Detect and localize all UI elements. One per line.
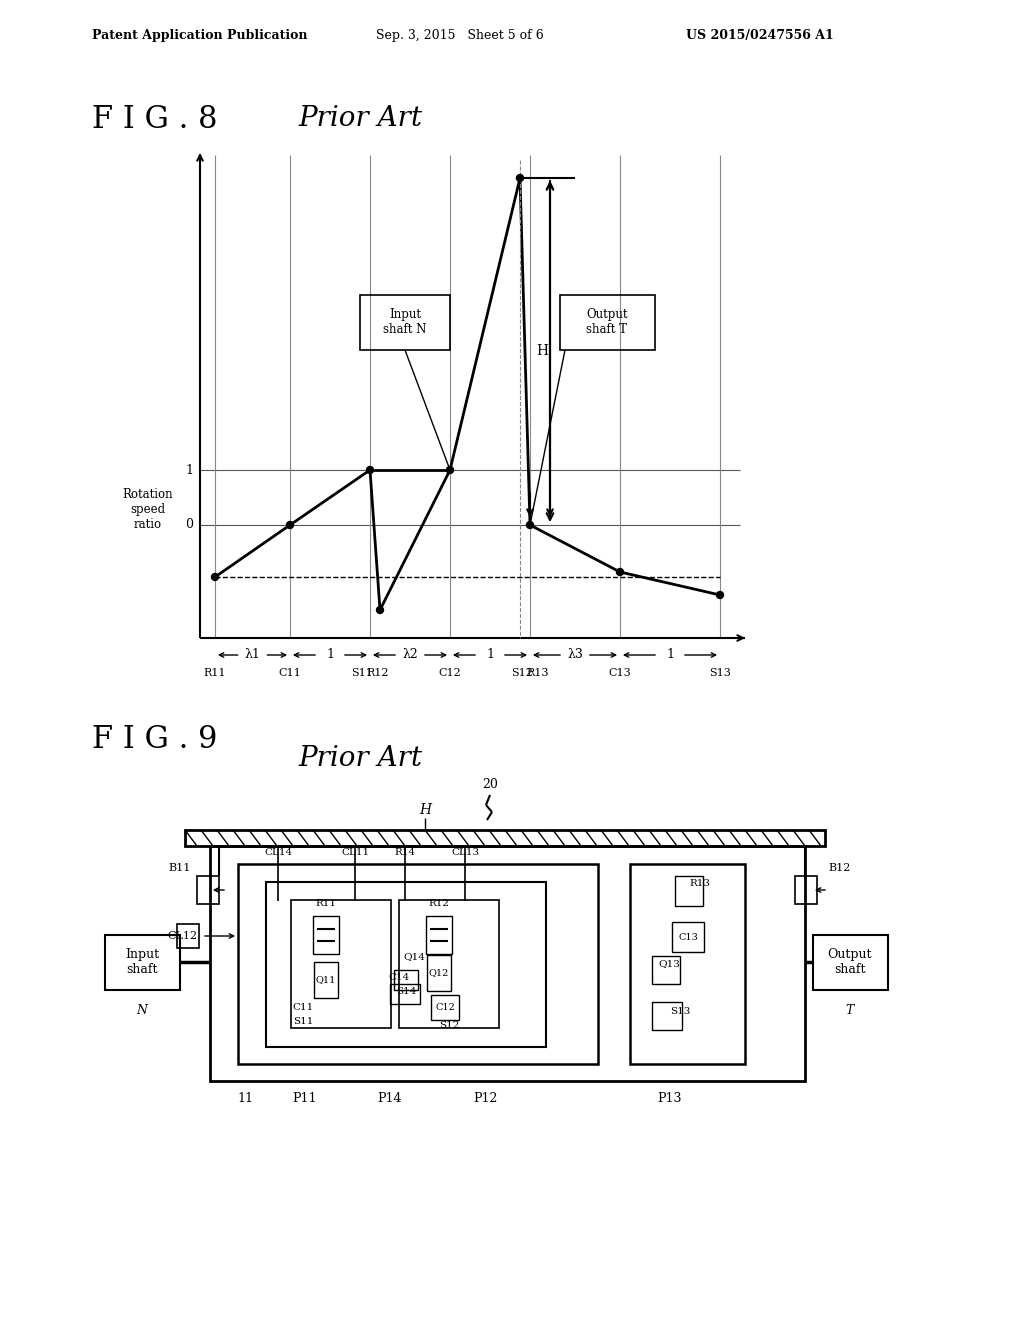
Text: 1: 1 <box>486 648 494 661</box>
Text: P14: P14 <box>378 1093 402 1106</box>
Circle shape <box>212 573 218 581</box>
Text: S13: S13 <box>709 668 731 678</box>
Bar <box>177 924 199 948</box>
Text: CL11: CL11 <box>341 847 369 857</box>
Text: R12: R12 <box>367 668 389 678</box>
Circle shape <box>367 466 374 474</box>
Circle shape <box>616 569 624 576</box>
Text: C14: C14 <box>388 973 410 982</box>
Text: C11: C11 <box>279 668 301 678</box>
Text: T: T <box>846 1003 854 1016</box>
Text: C13: C13 <box>678 932 698 941</box>
Text: Patent Application Publication: Patent Application Publication <box>92 29 308 41</box>
Bar <box>210 846 805 1081</box>
Bar <box>672 921 705 952</box>
Circle shape <box>717 591 724 598</box>
Bar <box>238 865 598 1064</box>
Text: B12: B12 <box>828 863 851 873</box>
Text: S11: S11 <box>293 1018 313 1027</box>
Bar <box>394 970 418 990</box>
Text: Q12: Q12 <box>429 969 450 978</box>
Bar <box>291 900 391 1028</box>
Text: Rotation
speed
ratio: Rotation speed ratio <box>123 488 173 532</box>
Text: Q13: Q13 <box>658 960 680 969</box>
Text: P13: P13 <box>657 1093 682 1106</box>
Bar <box>795 876 817 904</box>
Text: 20: 20 <box>482 779 498 792</box>
Bar <box>105 935 180 990</box>
Text: C12: C12 <box>438 668 462 678</box>
Bar <box>360 294 450 350</box>
Bar <box>266 882 546 1047</box>
Text: H: H <box>419 803 431 817</box>
Text: C11: C11 <box>293 1003 313 1012</box>
Text: λ2: λ2 <box>402 648 418 661</box>
Text: F I G . 9: F I G . 9 <box>92 725 218 755</box>
Text: S13: S13 <box>670 1007 690 1016</box>
Text: Input
shaft: Input shaft <box>125 948 159 975</box>
Circle shape <box>287 521 294 528</box>
Text: R12: R12 <box>428 899 450 908</box>
Circle shape <box>526 521 534 528</box>
Text: 0: 0 <box>185 519 193 532</box>
Bar <box>560 294 655 350</box>
Text: Output
shaft: Output shaft <box>827 948 872 975</box>
Text: Prior Art: Prior Art <box>298 104 422 132</box>
Text: R11: R11 <box>204 668 226 678</box>
Text: CL12: CL12 <box>167 931 197 941</box>
Bar <box>675 876 703 906</box>
Text: P11: P11 <box>293 1093 317 1106</box>
Text: R13: R13 <box>689 879 711 888</box>
Bar <box>426 916 452 954</box>
Bar <box>431 995 459 1020</box>
Bar <box>813 935 888 990</box>
Bar <box>630 865 745 1064</box>
Text: R13: R13 <box>526 668 549 678</box>
Text: US 2015/0247556 A1: US 2015/0247556 A1 <box>686 29 834 41</box>
Text: S11: S11 <box>351 668 373 678</box>
Bar <box>185 830 825 846</box>
Text: C13: C13 <box>608 668 632 678</box>
Text: Input
shaft N: Input shaft N <box>383 308 427 337</box>
Text: R11: R11 <box>315 899 337 908</box>
Bar <box>390 983 420 1005</box>
Bar <box>652 956 680 983</box>
Text: Output
shaft T: Output shaft T <box>587 308 628 337</box>
Text: Sep. 3, 2015   Sheet 5 of 6: Sep. 3, 2015 Sheet 5 of 6 <box>376 29 544 41</box>
Text: CL14: CL14 <box>264 847 292 857</box>
Bar <box>399 900 499 1028</box>
Text: 1: 1 <box>666 648 674 661</box>
Circle shape <box>446 466 454 474</box>
Circle shape <box>516 174 523 181</box>
Bar <box>314 962 338 998</box>
Text: S14: S14 <box>396 987 416 997</box>
Text: Prior Art: Prior Art <box>298 744 422 771</box>
Text: F I G . 8: F I G . 8 <box>92 104 218 136</box>
Text: P12: P12 <box>473 1093 498 1106</box>
Bar <box>313 916 339 954</box>
Text: C12: C12 <box>435 1002 455 1011</box>
Text: CL13: CL13 <box>451 847 479 857</box>
Bar <box>197 876 219 904</box>
Circle shape <box>377 606 384 614</box>
Text: 11: 11 <box>237 1093 253 1106</box>
Text: 1: 1 <box>326 648 334 661</box>
Text: Q14: Q14 <box>403 953 425 961</box>
Text: Q11: Q11 <box>315 975 336 985</box>
Text: λ3: λ3 <box>567 648 583 661</box>
Bar <box>652 1002 682 1030</box>
Text: H: H <box>536 345 548 358</box>
Text: N: N <box>136 1003 147 1016</box>
Text: B11: B11 <box>169 863 191 873</box>
Text: S12: S12 <box>511 668 532 678</box>
Text: λ1: λ1 <box>245 648 260 661</box>
Text: R14: R14 <box>394 847 416 857</box>
Text: 1: 1 <box>185 463 193 477</box>
Text: S12: S12 <box>439 1022 459 1031</box>
Bar <box>427 954 451 991</box>
